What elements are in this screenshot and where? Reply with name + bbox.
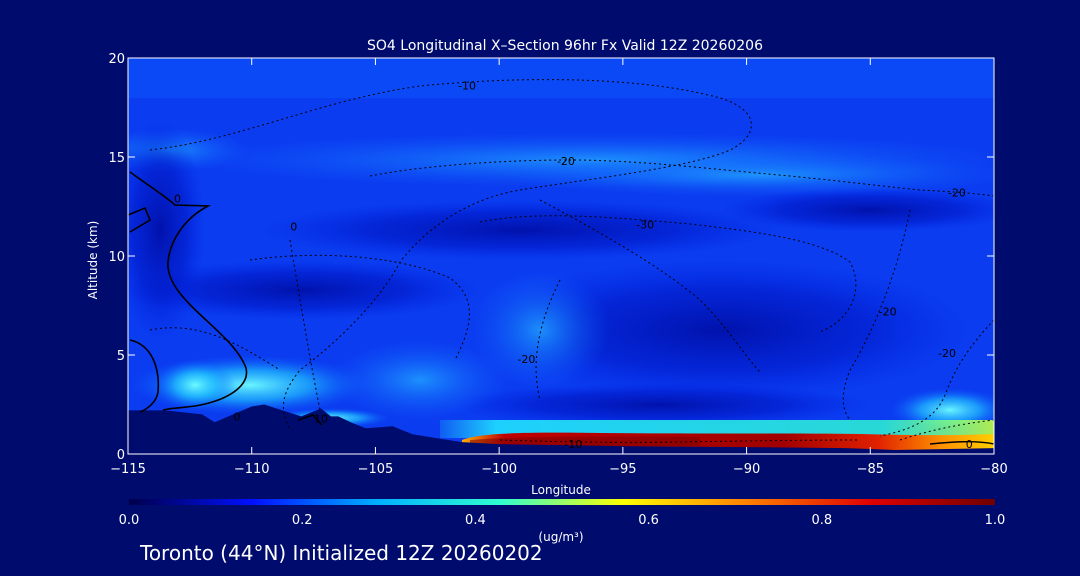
- colorbar-ticks: 0.0 0.2 0.4 0.6 0.8 1.0: [119, 513, 1006, 528]
- colorbar-tick-label: 0.4: [465, 513, 486, 528]
- colorbar-tick-label: 1.0: [985, 513, 1006, 528]
- contour-label: -10: [564, 438, 582, 451]
- contour-lines: [128, 79, 994, 445]
- contour-label: -20: [948, 187, 966, 200]
- contour-zero-solid: [929, 440, 994, 445]
- colorbar: [129, 499, 995, 505]
- contour-dotted: [289, 239, 321, 411]
- contour-label: 0: [233, 410, 240, 423]
- contour-dotted: [899, 419, 994, 441]
- contour-dotted: [539, 199, 761, 373]
- contour-label: 0: [290, 220, 297, 233]
- colorbar-tick-label: 0.6: [638, 513, 659, 528]
- footer-caption: Toronto (44°N) Initialized 12Z 20260202: [140, 541, 543, 565]
- x-tick-label: −105: [358, 462, 394, 477]
- contour-zero-solid: [129, 171, 248, 411]
- contour-label: 0: [174, 193, 181, 206]
- x-tick-label: −90: [733, 462, 760, 477]
- colorbar-tick-label: 0.2: [292, 513, 313, 528]
- y-tick-label: 10: [108, 250, 125, 265]
- contour-labels: 0 0 0 10 -10 -20 -20 -30 -20 -20 -20 -10 0: [174, 80, 973, 451]
- chart-title: SO4 Longitudinal X–Section 96hr Fx Valid…: [367, 38, 763, 54]
- contour-dotted: [369, 159, 994, 197]
- contour-label: -20: [557, 155, 575, 168]
- x-axis: −115 −110 −105 −100 −95 −90 −85 −80: [110, 58, 1008, 477]
- y-tick-label: 20: [108, 52, 125, 67]
- contour-label: 0: [966, 438, 973, 451]
- contour-label: -30: [636, 218, 654, 231]
- contour-zero-solid: [128, 206, 152, 233]
- y-tick-label: 5: [117, 349, 125, 364]
- contour-dotted: [535, 279, 561, 401]
- y-axis: 0 5 10 15 20: [108, 52, 994, 463]
- x-tick-label: −100: [481, 462, 517, 477]
- contour-dotted: [149, 327, 281, 371]
- colorbar-label: (ug/m³): [538, 530, 583, 544]
- contour-label: 10: [314, 412, 328, 425]
- colorbar-tick-label: 0.8: [811, 513, 832, 528]
- contour-label: -20: [938, 347, 956, 360]
- contour-label: -20: [517, 353, 535, 366]
- contour-zero-solid: [297, 414, 323, 426]
- contour-dotted: [249, 254, 470, 361]
- x-tick-label: −95: [609, 462, 636, 477]
- y-axis-label: Altitude (km): [86, 221, 100, 300]
- contour-dotted: [842, 209, 911, 421]
- contour-zero-solid: [129, 339, 160, 413]
- x-tick-label: −110: [234, 462, 270, 477]
- colorbar-tick-label: 0.0: [119, 513, 140, 528]
- contour-label: -10: [458, 80, 476, 93]
- x-tick-label: −80: [980, 462, 1007, 477]
- x-tick-label: −115: [110, 462, 146, 477]
- x-axis-label: Longitude: [531, 483, 591, 497]
- plot-field: [128, 58, 994, 454]
- y-tick-label: 15: [108, 151, 125, 166]
- contour-dotted: [879, 319, 994, 437]
- contour-label: -20: [879, 305, 897, 318]
- x-tick-label: −85: [857, 462, 884, 477]
- y-tick-label: 0: [117, 448, 125, 463]
- contour-dotted: [499, 439, 861, 443]
- terrain: [128, 404, 994, 454]
